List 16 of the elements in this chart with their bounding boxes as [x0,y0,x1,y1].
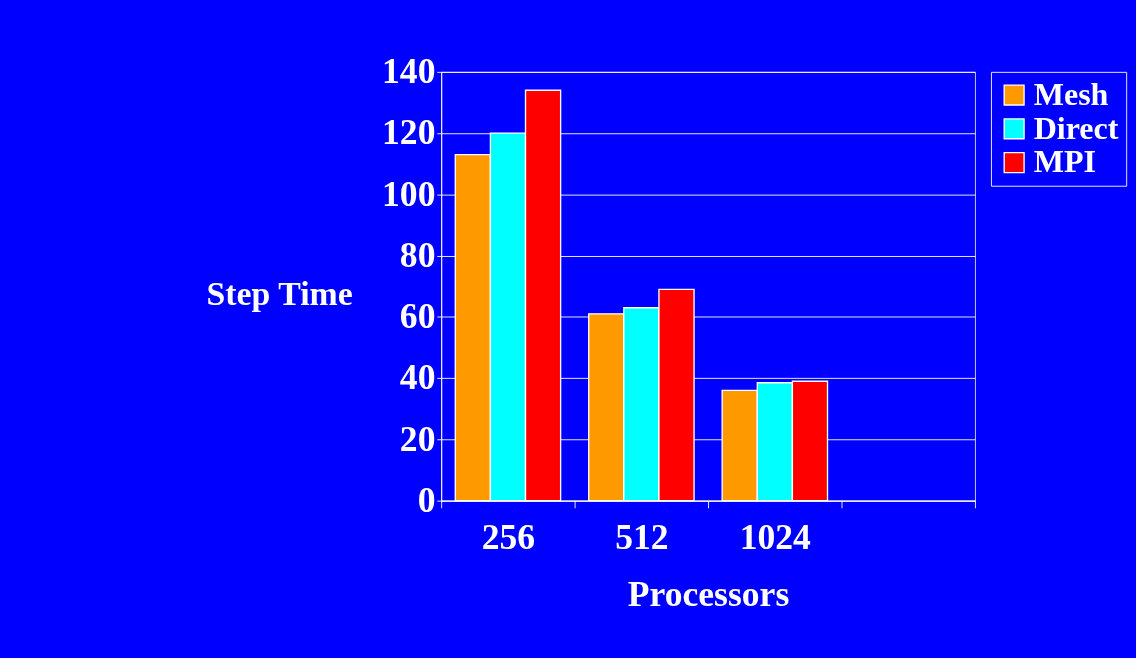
legend-label: Mesh [1033,75,1109,112]
y-tick-label: 140 [382,51,436,92]
y-tick-label: 0 [417,479,436,520]
x-axis-title: Processors [627,574,790,615]
y-axis-title: Step Time [206,274,353,312]
x-tick-label: 512 [615,517,669,558]
y-tick-label: 60 [399,296,436,337]
y-tick-label: 20 [399,418,436,459]
y-tick-label: 120 [382,112,436,153]
y-tick-label: 100 [382,173,436,214]
legend-label: MPI [1033,143,1096,180]
x-tick-label: 1024 [739,517,812,558]
x-tick-label: 256 [481,517,536,558]
y-tick-label: 80 [399,234,436,275]
legend-label: Direct [1033,109,1119,146]
y-tick-label: 40 [399,357,436,398]
